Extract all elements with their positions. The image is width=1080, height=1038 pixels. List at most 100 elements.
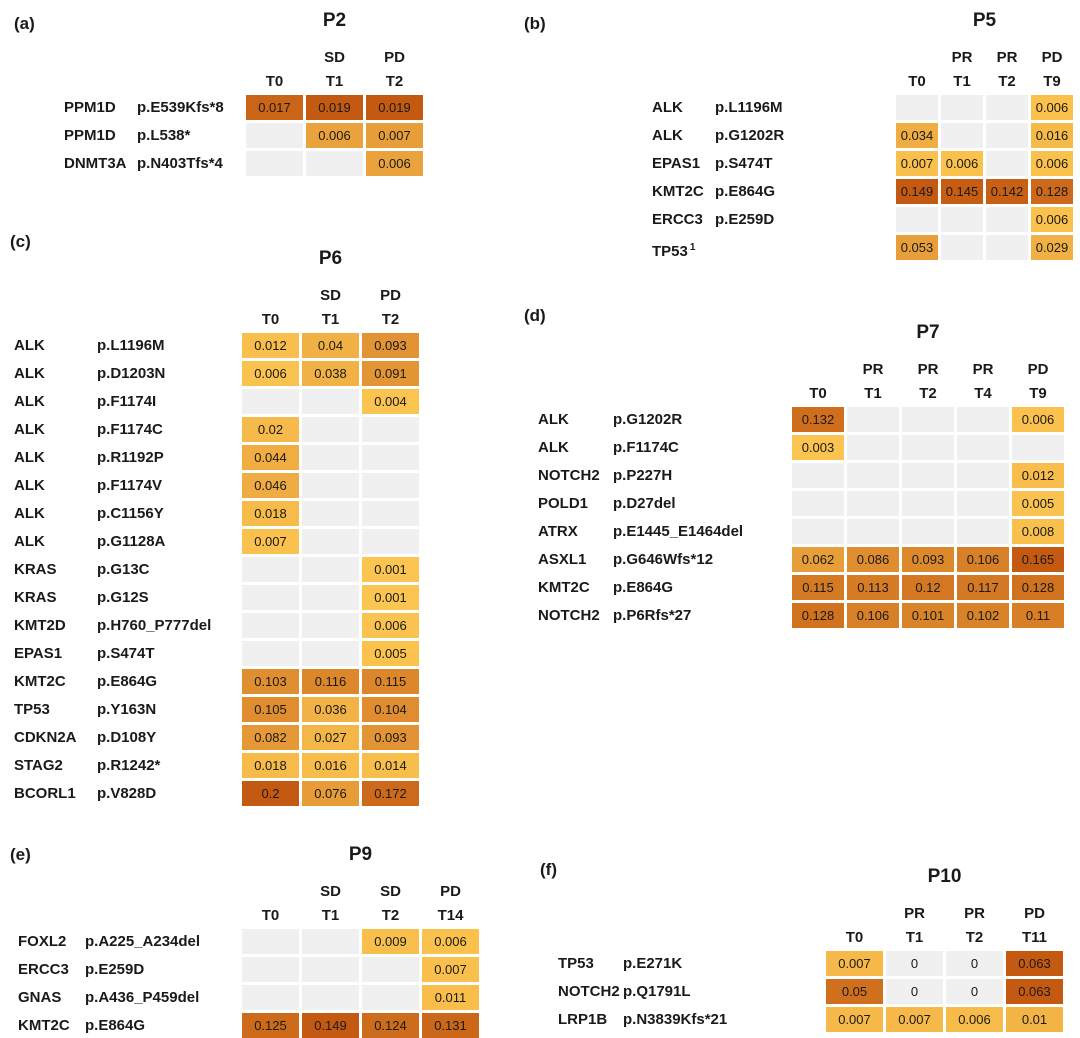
protein-label: p.N403Tfs*4 <box>137 155 223 172</box>
vaf-cell <box>242 389 299 414</box>
response-label <box>242 285 299 306</box>
vaf-cell <box>302 585 359 610</box>
protein-label: p.L1196M <box>715 99 783 116</box>
vaf-cell: 0.076 <box>302 781 359 806</box>
protein-label <box>715 235 893 260</box>
vaf-cell: 0.125 <box>242 1013 299 1038</box>
vaf-cell: 0.038 <box>302 361 359 386</box>
header-spacer <box>538 383 789 404</box>
vaf-cell <box>306 151 363 176</box>
gene-label: FOXL2 <box>18 933 67 950</box>
panel-title: P9 <box>348 844 373 865</box>
vaf-cell: 0.001 <box>362 557 419 582</box>
protein-label: p.A225_A234del <box>85 933 201 950</box>
vaf-cell: 0.093 <box>362 333 419 358</box>
vaf-cell: 0.007 <box>826 1007 883 1032</box>
vaf-cell: 0.006 <box>941 151 983 176</box>
vaf-cell <box>302 985 359 1010</box>
vaf-cell <box>792 491 844 516</box>
gene-label: ALK <box>14 505 45 522</box>
timepoint-label: T2 <box>385 73 404 90</box>
vaf-cell <box>792 519 844 544</box>
header-spacer <box>14 248 239 282</box>
vaf-cell: 0.128 <box>1012 575 1064 600</box>
panel-title: P7 <box>916 322 940 343</box>
vaf-cell: 0.142 <box>986 179 1028 204</box>
timepoint-label: T0 <box>261 311 280 328</box>
vaf-cell <box>362 417 419 442</box>
vaf-cell: 0.007 <box>826 951 883 976</box>
gene-label: ALK <box>652 99 683 116</box>
vaf-cell <box>242 613 299 638</box>
vaf-cell <box>792 463 844 488</box>
vaf-cell: 0.117 <box>957 575 1009 600</box>
vaf-cell <box>302 557 359 582</box>
vaf-cell: 0.02 <box>242 417 299 442</box>
response-label: PD <box>440 883 461 900</box>
gene-label: ALK <box>538 439 569 456</box>
header-spacer <box>18 905 239 926</box>
vaf-cell: 0.172 <box>362 781 419 806</box>
response-label: PR <box>996 49 1018 66</box>
vaf-cell: 0.05 <box>826 979 883 1004</box>
response-label: PR <box>904 905 925 922</box>
vaf-cell <box>242 929 299 954</box>
gene-label: KMT2C <box>538 579 590 596</box>
gene-label: KRAS <box>14 589 57 606</box>
vaf-cell: 0.018 <box>242 753 299 778</box>
timepoint-label: T0 <box>908 73 926 90</box>
vaf-cell: 0.12 <box>902 575 954 600</box>
gene-label: KMT2D <box>14 617 66 634</box>
gene-label: ALK <box>652 127 683 144</box>
vaf-cell <box>941 235 983 260</box>
vaf-cell <box>242 585 299 610</box>
vaf-cell <box>847 491 899 516</box>
gene-label: KRAS <box>14 561 57 578</box>
protein-label: p.F1174V <box>97 477 163 494</box>
vaf-cell <box>362 501 419 526</box>
vaf-cell: 0.103 <box>242 669 299 694</box>
gene-label: ALK <box>14 533 45 550</box>
gene-label: ALK <box>14 421 45 438</box>
gene-label: NOTCH2 <box>558 983 620 1000</box>
vaf-cell: 0.006 <box>362 613 419 638</box>
vaf-cell: 0.034 <box>896 123 938 148</box>
response-label: SD <box>320 287 341 304</box>
vaf-cell: 0.007 <box>896 151 938 176</box>
vaf-cell: 0.003 <box>792 435 844 460</box>
vaf-cell: 0.124 <box>362 1013 419 1038</box>
header-spacer <box>652 71 893 92</box>
response-label: PR <box>972 361 994 378</box>
vaf-cell <box>302 529 359 554</box>
vaf-cell <box>242 557 299 582</box>
header-spacer <box>14 285 239 306</box>
protein-label: p.A436_P459del <box>85 989 200 1006</box>
vaf-cell: 0.062 <box>792 547 844 572</box>
panel-b-heatmap: P5 PR PR PD T0 T1 T2 T9 ALK p.L1196M 0.006 ALK p.G12… <box>652 10 1073 260</box>
vaf-cell <box>902 491 954 516</box>
vaf-cell: 0.005 <box>1012 491 1064 516</box>
vaf-cell <box>902 407 954 432</box>
vaf-cell: 0.014 <box>362 753 419 778</box>
gene-label: ATRX <box>538 523 578 540</box>
vaf-cell: 0.019 <box>366 95 423 120</box>
vaf-cell <box>986 123 1028 148</box>
vaf-cell <box>986 207 1028 232</box>
panel-c-label: (c) <box>10 232 31 251</box>
gene-label: ALK <box>14 365 45 382</box>
vaf-cell: 0.036 <box>302 697 359 722</box>
timepoint-label: T4 <box>974 385 992 402</box>
header-spacer <box>14 309 239 330</box>
panel-f-label: (f) <box>540 860 557 879</box>
vaf-cell: 0.006 <box>1031 151 1073 176</box>
vaf-cell: 0.044 <box>242 445 299 470</box>
vaf-cell: 0.006 <box>946 1007 1003 1032</box>
vaf-cell: 0.082 <box>242 725 299 750</box>
protein-label: p.F1174C <box>97 421 163 438</box>
header-spacer <box>652 10 893 44</box>
gene-label: NOTCH2 <box>538 607 600 624</box>
response-label <box>896 47 938 68</box>
vaf-cell: 0.086 <box>847 547 899 572</box>
timepoint-label: T2 <box>998 73 1016 90</box>
panel-c-heatmap: P6 SD PD T0 T1 T2 ALK p.L1196M 0.012 0.04 0.093 ALK… <box>14 248 419 806</box>
